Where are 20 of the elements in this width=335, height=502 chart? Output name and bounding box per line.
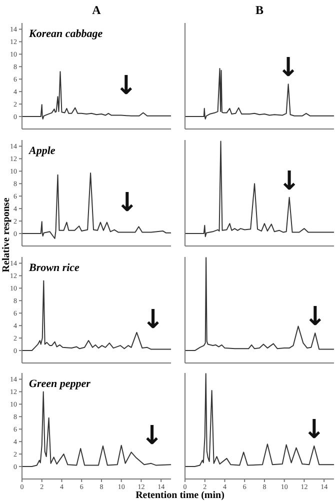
annotation: ↓ [116,188,138,218]
chart-title: A [91,3,102,18]
annotation: ↓ [304,302,326,332]
annotation: Apple [29,144,56,156]
annotation: ↓ [277,53,300,84]
annotation: ↓ [303,414,326,445]
line-series [22,71,171,120]
x-axis-title: Retention time (min) [134,490,226,501]
line-series [22,172,171,239]
annotation: ↓ [141,421,163,451]
annotation: ↓ [115,71,138,101]
annotation: Korean cabbage [29,28,103,40]
annotation: ↓ [142,305,164,335]
annotation: Brown rice [29,262,80,274]
line-series [22,280,171,352]
y-axis-title: Relative response [1,198,12,272]
annotation: ↓ [278,166,300,196]
annotation: Green pepper [29,378,90,390]
line-series [22,391,171,468]
chart-title: B [254,3,264,18]
